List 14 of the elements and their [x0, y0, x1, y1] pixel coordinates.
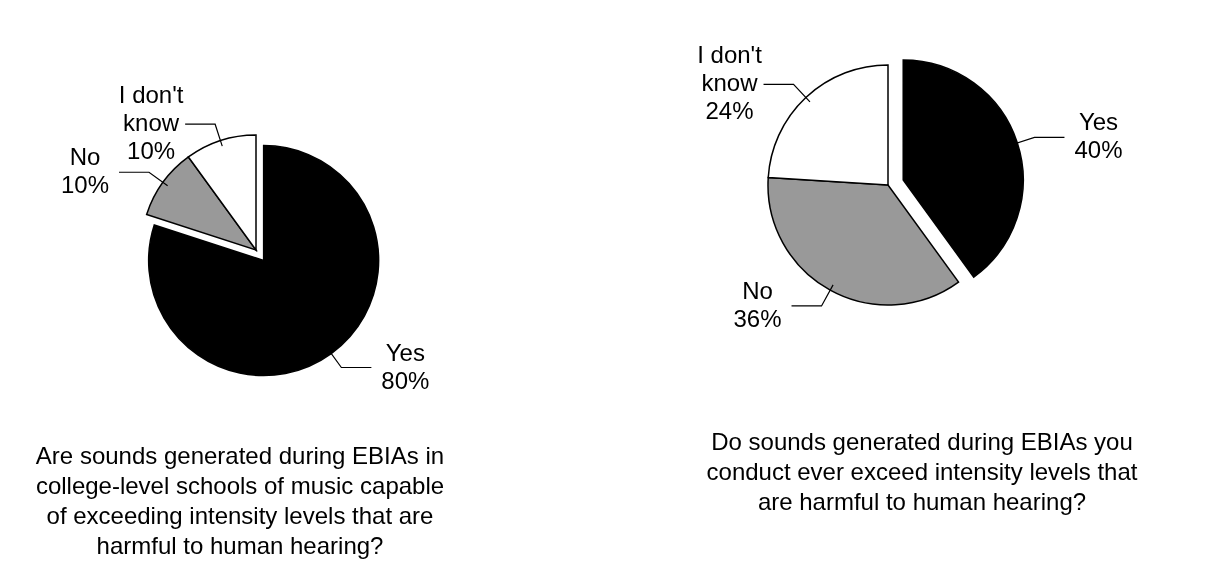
data-label: 10% — [60, 171, 110, 199]
data-label: 80% — [381, 366, 430, 394]
data-label: 10% — [127, 137, 176, 165]
slice-label: No — [742, 276, 773, 304]
text: Are sounds generated during EBIAs in college-level schools of music capable of exceeding intensity levels that are harmful to human hearing? — [35, 442, 445, 559]
text: Do sounds generated during EBIAs you conduct ever exceed intensity levels that are harmful to human hearing? — [706, 428, 1138, 515]
slice-label: Yes — [385, 338, 425, 366]
slice-label: No — [69, 143, 101, 171]
data-label: 40% — [1074, 136, 1123, 164]
data-label: 36% — [733, 304, 782, 332]
data-label: 24% — [705, 97, 754, 125]
slice-label: I don't know — [697, 41, 763, 97]
slice-label: Yes — [1078, 108, 1119, 136]
slice-label: I don't know — [118, 81, 184, 137]
